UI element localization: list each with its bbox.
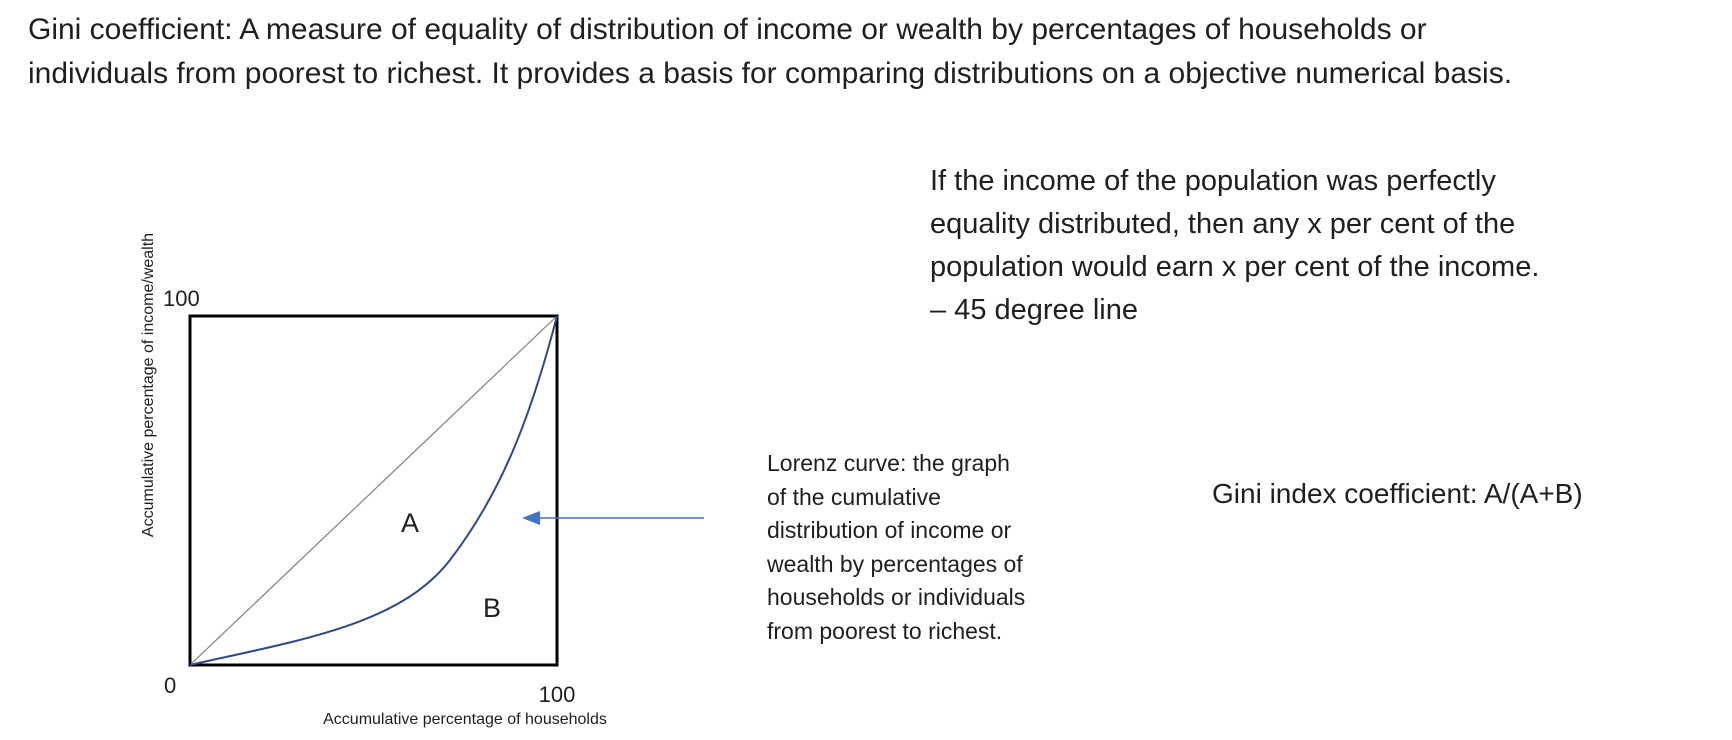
- title-line-1: Gini coefficient: A measure of equality …: [28, 13, 1427, 46]
- y-axis-label: Accumulative percentage of income/wealth: [140, 233, 157, 537]
- equality-explanation: If the income of the population was perf…: [930, 160, 1690, 332]
- equality-line-1: If the income of the population was perf…: [930, 165, 1496, 197]
- x-max-label: 100: [539, 682, 576, 707]
- x-axis-label: Accumulative percentage of households: [323, 711, 607, 728]
- lorenz-def-line-4: wealth by percentages of: [767, 550, 1023, 577]
- equality-line: [189, 315, 558, 666]
- lorenz-def-line-5: households or individuals: [767, 584, 1026, 610]
- region-b-label: B: [483, 593, 501, 623]
- lorenz-def-line-3: distribution of income or: [767, 517, 1012, 543]
- region-a-label: A: [401, 508, 419, 538]
- page-title: Gini coefficient: A measure of equality …: [28, 8, 1718, 96]
- lorenz-curve: [189, 315, 558, 666]
- title-line-2: individuals from poorest to richest. It …: [28, 57, 1513, 90]
- equality-line-4: – 45 degree line: [930, 294, 1138, 326]
- origin-label: 0: [164, 673, 176, 698]
- gini-formula: Gini index coefficient: A/(A+B): [1212, 478, 1583, 509]
- diagram-frame: [188, 314, 559, 667]
- lorenz-def-line-2: of the cumulative: [767, 483, 941, 510]
- lorenz-curve-definition: Lorenz curve: the graph of the cumulativ…: [767, 447, 1107, 648]
- y-max-label: 100: [163, 286, 200, 311]
- lorenz-def-line-6: from poorest to richest.: [767, 617, 1003, 644]
- equality-line-2: equality distributed, then any x per cen…: [930, 208, 1516, 240]
- arrow-head: [522, 511, 540, 525]
- lorenz-def-line-1: Lorenz curve: the graph: [767, 450, 1010, 476]
- equality-line-3: population would earn x per cent of the …: [930, 251, 1540, 283]
